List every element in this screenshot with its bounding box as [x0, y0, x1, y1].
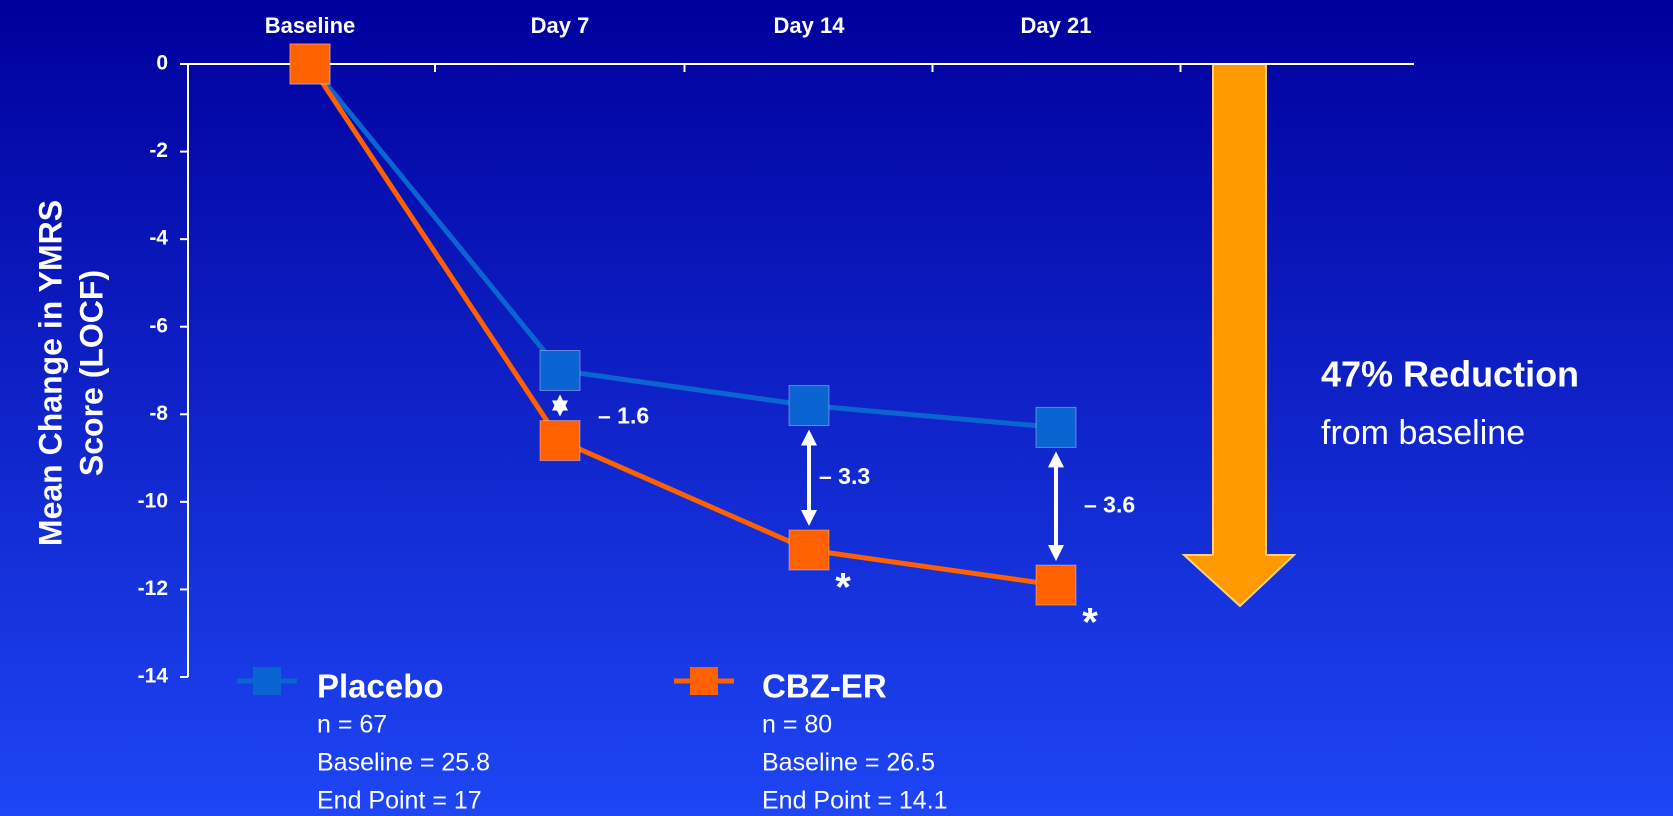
y-axis-title: Mean Change in YMRS Score (LOCF) — [32, 200, 109, 546]
legend-detail: n = 80 — [762, 711, 832, 739]
y-tick-label: -12 — [138, 577, 168, 600]
series-marker — [539, 350, 581, 391]
side-note: from baseline — [1321, 414, 1525, 452]
x-tick-label: Day 7 — [531, 13, 590, 38]
y-tick-label: -8 — [149, 402, 168, 425]
legend-marker — [690, 667, 718, 695]
difference-label: – 1.6 — [598, 403, 649, 429]
legend-detail: End Point = 17 — [317, 787, 482, 815]
y-tick-label: -2 — [149, 139, 168, 162]
y-tick-label: -4 — [149, 227, 168, 250]
y-title-line: Mean Change in YMRS — [32, 200, 68, 546]
legend-detail: n = 67 — [317, 711, 387, 739]
y-tick-label: -10 — [138, 489, 168, 512]
difference-label: – 3.6 — [1084, 491, 1135, 517]
difference-label: – 3.3 — [819, 463, 870, 489]
series-marker — [1035, 406, 1077, 448]
series-marker — [289, 43, 331, 85]
x-tick-label: Baseline — [265, 13, 356, 38]
legend-label: CBZ-ER — [762, 668, 887, 705]
y-title-line: Score (LOCF) — [73, 270, 109, 476]
x-tick-label: Day 14 — [774, 13, 846, 38]
series-marker — [539, 420, 581, 462]
y-tick-label: -6 — [149, 314, 168, 337]
y-tick-label: -14 — [138, 665, 169, 688]
legend-label: Placebo — [317, 668, 444, 705]
series-line — [307, 62, 1057, 588]
x-tick-label: Day 21 — [1021, 13, 1092, 38]
legend-detail: End Point = 14.1 — [762, 787, 948, 815]
significance-mark: * — [1082, 601, 1098, 645]
side-note: 47% Reduction — [1321, 354, 1579, 395]
legend-marker — [253, 667, 281, 695]
series-marker — [788, 385, 830, 427]
significance-mark: * — [835, 566, 851, 610]
legend-detail: Baseline = 26.5 — [762, 749, 935, 777]
legend-detail: Baseline = 25.8 — [317, 749, 490, 777]
series-marker — [1035, 564, 1077, 606]
series-marker — [788, 529, 830, 571]
series-line — [308, 62, 1057, 430]
y-tick-label: 0 — [156, 52, 168, 75]
reduction-arrow — [1181, 63, 1297, 608]
